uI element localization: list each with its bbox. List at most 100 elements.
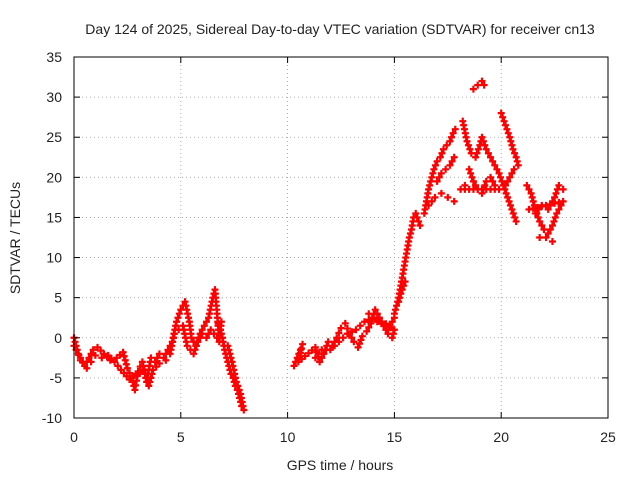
data-point — [465, 165, 473, 173]
data-point — [433, 157, 441, 165]
data-point — [76, 354, 84, 362]
data-point — [207, 326, 215, 334]
data-point — [350, 338, 358, 346]
data-point — [438, 149, 446, 157]
data-point — [431, 193, 439, 201]
data-point — [508, 169, 516, 177]
data-point — [324, 338, 332, 346]
data-point — [173, 318, 181, 326]
data-point — [467, 169, 475, 177]
y-tick-label: 30 — [46, 89, 62, 105]
data-point — [190, 350, 198, 358]
data-point — [187, 334, 195, 342]
data-point — [501, 121, 509, 129]
y-tick-label: 35 — [46, 49, 62, 65]
data-point — [114, 362, 122, 370]
data-point — [235, 386, 243, 394]
data-point — [479, 137, 487, 145]
data-point — [534, 213, 542, 221]
data-point — [546, 201, 554, 209]
data-point — [514, 161, 522, 169]
data-point — [553, 209, 561, 217]
data-point — [343, 330, 351, 338]
data-point — [538, 201, 546, 209]
data-points-layer — [70, 77, 567, 414]
data-point — [550, 217, 558, 225]
data-point — [499, 113, 507, 121]
data-point — [461, 181, 469, 189]
data-point — [341, 319, 349, 327]
data-point — [416, 221, 424, 229]
data-point — [491, 161, 499, 169]
data-point — [496, 173, 504, 181]
data-point — [450, 153, 458, 161]
data-point — [504, 129, 512, 137]
y-tick-label: 20 — [46, 169, 62, 185]
data-point — [478, 133, 486, 141]
x-tick-label: 5 — [177, 429, 185, 445]
data-point — [544, 229, 552, 237]
data-point — [535, 205, 543, 213]
data-point — [487, 153, 495, 161]
data-point — [540, 225, 548, 233]
data-point — [87, 358, 95, 366]
data-point — [548, 197, 556, 205]
data-point — [214, 319, 222, 327]
data-point — [504, 193, 512, 201]
data-point — [481, 141, 489, 149]
data-point — [234, 382, 242, 390]
data-point — [474, 81, 482, 89]
data-point — [155, 359, 163, 367]
data-point — [358, 332, 366, 340]
data-point — [552, 189, 560, 197]
grid-layer — [74, 57, 608, 418]
data-point — [147, 354, 155, 362]
data-point — [87, 350, 95, 358]
data-point — [170, 330, 178, 338]
data-point — [400, 282, 408, 290]
data-point — [367, 319, 375, 327]
y-tick-label: 0 — [54, 330, 62, 346]
data-point — [388, 318, 396, 326]
chart-title: Day 124 of 2025, Sidereal Day-to-day VTE… — [85, 21, 595, 37]
data-point — [478, 77, 486, 85]
data-point — [191, 346, 199, 354]
data-point — [450, 197, 458, 205]
data-point — [468, 173, 476, 181]
data-point — [373, 316, 381, 324]
data-point — [74, 350, 82, 358]
data-point — [360, 318, 368, 326]
data-point — [555, 205, 563, 213]
data-point — [83, 364, 91, 372]
data-point — [318, 354, 326, 362]
data-point — [365, 323, 373, 331]
data-point — [162, 356, 170, 364]
data-point — [123, 364, 131, 372]
data-point — [401, 278, 409, 286]
data-point — [352, 326, 360, 334]
data-point — [335, 338, 343, 346]
data-point — [339, 334, 347, 342]
data-point — [511, 149, 519, 157]
data-point — [506, 201, 514, 209]
data-point — [365, 310, 373, 318]
data-point — [390, 326, 398, 334]
data-point — [497, 109, 505, 117]
data-point — [194, 338, 202, 346]
data-point — [437, 189, 445, 197]
data-point — [548, 238, 556, 246]
data-point — [174, 314, 182, 322]
y-tick-label: -10 — [42, 410, 62, 426]
data-point — [536, 217, 544, 225]
data-point — [196, 334, 204, 342]
data-point — [155, 350, 163, 358]
data-point — [153, 354, 161, 362]
data-point — [311, 354, 319, 362]
data-point — [472, 181, 480, 189]
data-point — [510, 165, 518, 173]
data-point — [469, 85, 477, 93]
y-axis-title: SDTVAR / TECUs — [7, 182, 23, 294]
plot-frame — [73, 56, 609, 419]
data-point — [111, 358, 119, 366]
